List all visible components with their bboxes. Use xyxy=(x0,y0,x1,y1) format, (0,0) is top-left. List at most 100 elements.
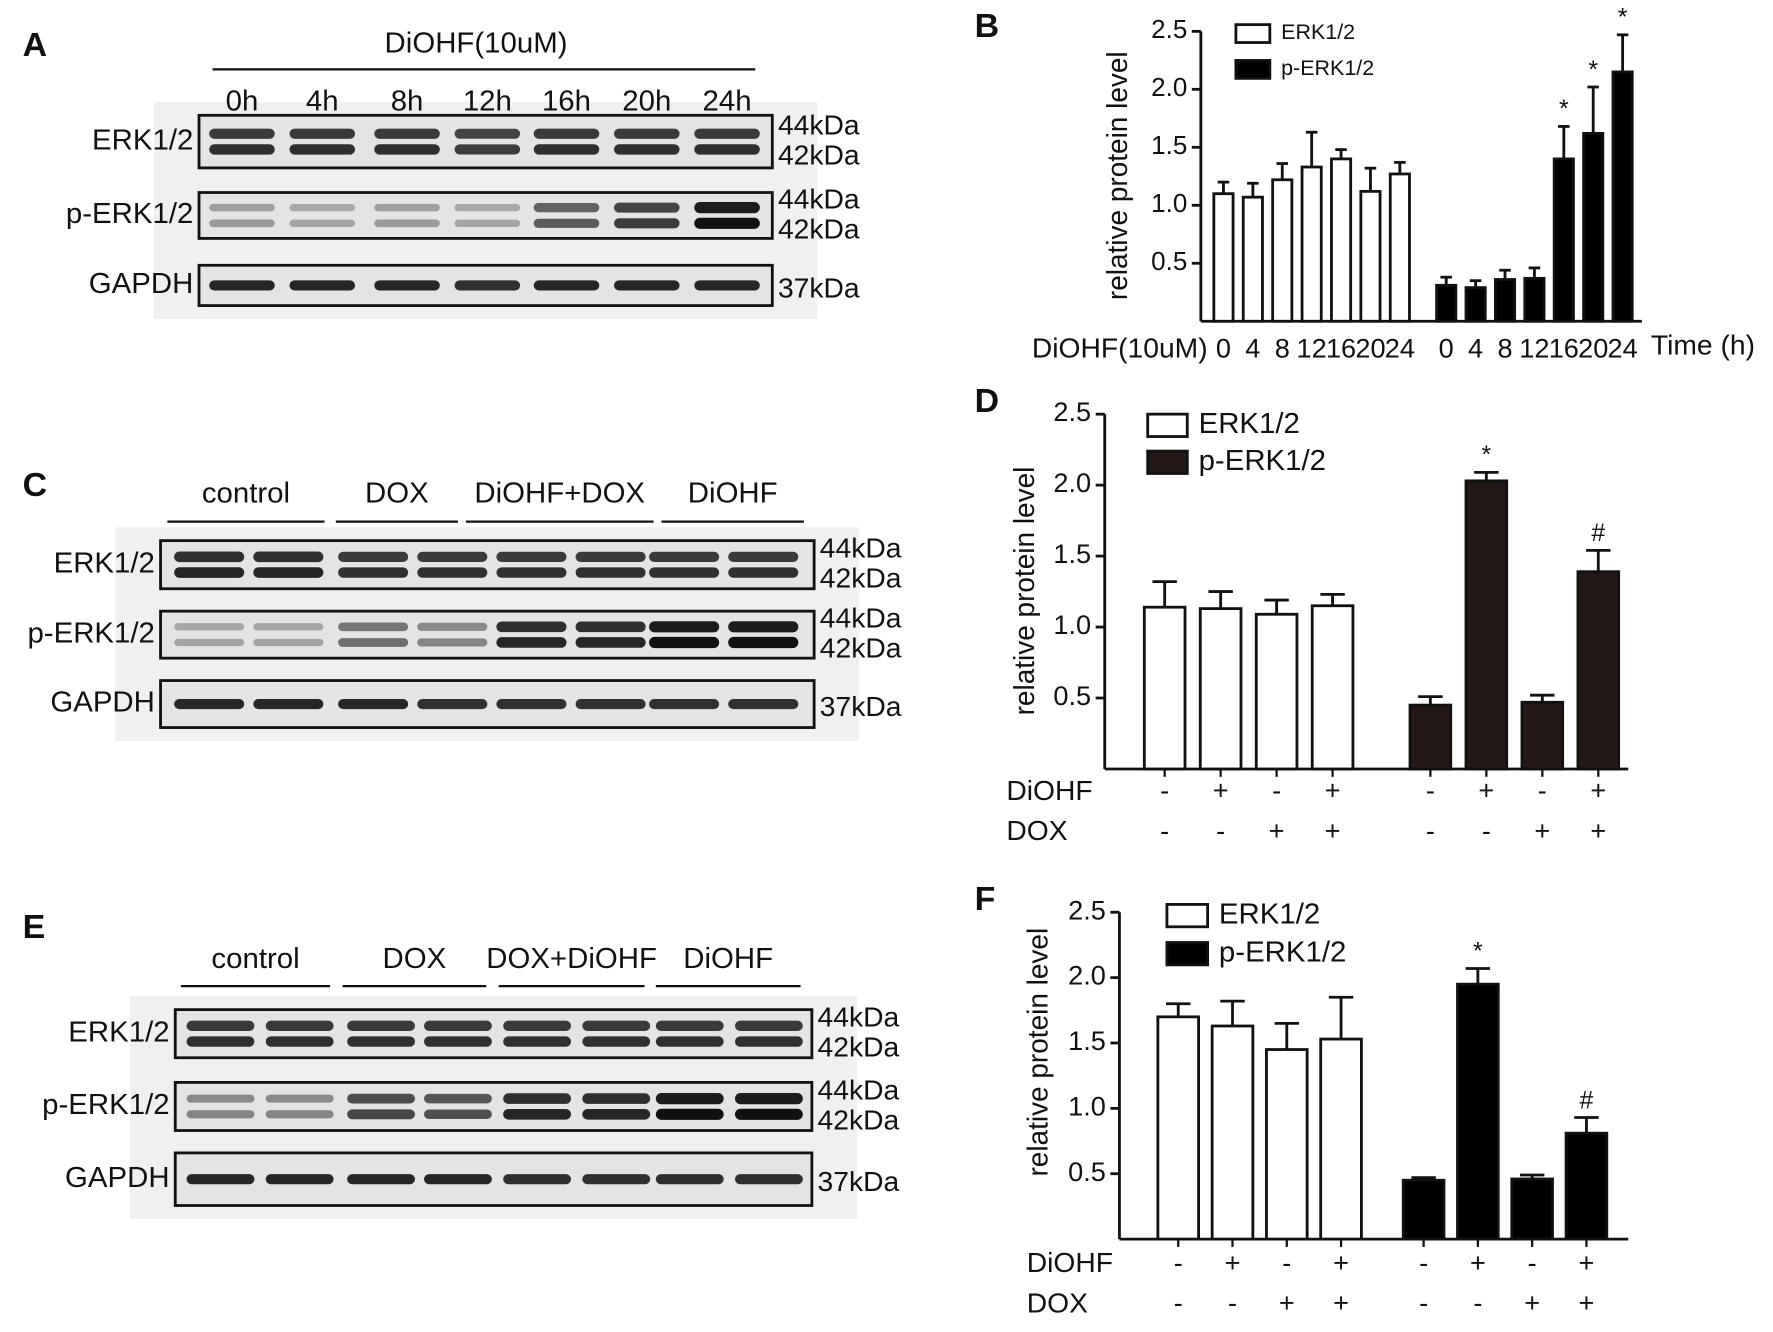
condition-value: - xyxy=(1482,816,1491,846)
kda-marker: 42kDa xyxy=(820,633,902,664)
bar xyxy=(1198,607,1243,771)
band xyxy=(582,1020,651,1032)
condition-value: + xyxy=(1225,1248,1241,1278)
band xyxy=(347,1109,415,1120)
y-tick-label: 1.5 xyxy=(1151,132,1187,160)
band xyxy=(174,623,245,631)
band xyxy=(496,621,567,633)
legend-label: p-ERK1/2 xyxy=(1199,445,1326,477)
kda-marker: 42kDa xyxy=(778,140,860,171)
blot-box xyxy=(159,609,816,660)
condition-value: - xyxy=(1216,816,1225,846)
y-tick-label: 2.5 xyxy=(1151,16,1187,44)
band xyxy=(374,219,440,228)
band xyxy=(533,218,600,228)
condition-value: 12 xyxy=(1297,334,1327,364)
y-tick-label: 1.0 xyxy=(1068,1092,1106,1122)
y-tick-label: 1.5 xyxy=(1068,1026,1106,1056)
band xyxy=(347,1036,415,1047)
bar xyxy=(1493,278,1517,323)
band xyxy=(694,128,760,139)
bar xyxy=(1520,700,1565,771)
band xyxy=(582,1108,651,1120)
band xyxy=(186,1036,255,1047)
y-tick-label: 0.5 xyxy=(1053,681,1091,711)
blot-box xyxy=(173,1008,814,1060)
band xyxy=(374,144,440,155)
x-axis-label: Time (h) xyxy=(1651,330,1755,361)
bar xyxy=(1401,1178,1446,1241)
bar xyxy=(1456,982,1500,1241)
blot-box xyxy=(159,539,816,591)
row-label: GAPDH xyxy=(65,1162,170,1194)
band xyxy=(374,203,440,212)
bar xyxy=(1319,1037,1363,1241)
condition-value: 16 xyxy=(1326,334,1356,364)
condition-value: 0 xyxy=(1439,334,1454,364)
band xyxy=(209,203,275,212)
kda-marker: 42kDa xyxy=(820,563,902,594)
kda-marker: 44kDa xyxy=(778,183,860,214)
lane-label: 0h xyxy=(226,86,259,118)
lane-label: 4h xyxy=(306,86,339,118)
legend-label: p-ERK1/2 xyxy=(1281,56,1374,80)
band xyxy=(265,1174,334,1185)
condition-value: 24 xyxy=(1608,334,1638,364)
band xyxy=(649,699,720,710)
band xyxy=(503,1020,572,1032)
bar xyxy=(1552,157,1575,323)
group-label: DOX xyxy=(383,943,447,975)
row-label: GAPDH xyxy=(50,687,155,719)
condition-label: DiOHF xyxy=(1027,1247,1113,1278)
bar xyxy=(1582,131,1605,323)
band xyxy=(533,144,600,155)
band xyxy=(209,280,275,291)
condition-value: - xyxy=(1419,1248,1428,1278)
y-axis-label: relative protein level xyxy=(1023,928,1054,1177)
bar xyxy=(1464,479,1509,771)
band xyxy=(186,1020,255,1032)
kda-marker: 42kDa xyxy=(778,214,860,245)
condition-value: + xyxy=(1578,1248,1594,1278)
y-axis-label: relative protein level xyxy=(1009,467,1040,716)
condition-value: 4 xyxy=(1245,334,1260,364)
group-label: DiOHF xyxy=(688,478,778,510)
band xyxy=(582,1093,651,1104)
band xyxy=(503,1036,572,1047)
condition-value: 24 xyxy=(1385,334,1415,364)
band xyxy=(424,1093,492,1104)
band xyxy=(575,567,646,578)
band xyxy=(424,1174,492,1185)
condition-value: 20 xyxy=(1355,334,1385,364)
annotation: # xyxy=(1580,1087,1594,1114)
legend-swatch xyxy=(1146,412,1189,438)
band xyxy=(496,567,567,578)
condition-value: - xyxy=(1528,1248,1537,1278)
band xyxy=(496,699,567,710)
band xyxy=(694,144,760,155)
condition-value: + xyxy=(1325,816,1341,846)
band xyxy=(174,699,245,710)
condition-value: - xyxy=(1174,1288,1183,1318)
band xyxy=(649,567,720,578)
y-tick-label: 0.5 xyxy=(1068,1157,1106,1187)
band xyxy=(289,219,356,227)
condition-value: + xyxy=(1470,1248,1486,1278)
band xyxy=(289,128,356,139)
condition-value: + xyxy=(1590,776,1606,806)
band xyxy=(454,280,521,291)
legend-label: ERK1/2 xyxy=(1199,408,1300,440)
band xyxy=(728,636,799,649)
band xyxy=(417,622,488,631)
kda-marker: 44kDa xyxy=(818,1002,900,1033)
y-tick-label: 1.5 xyxy=(1053,539,1091,569)
band xyxy=(186,1094,255,1103)
band xyxy=(734,1093,803,1105)
row-label: p-ERK1/2 xyxy=(27,617,154,649)
band xyxy=(533,128,600,139)
band xyxy=(728,699,799,710)
kda-marker: 44kDa xyxy=(820,603,902,634)
band xyxy=(209,219,275,228)
band xyxy=(209,128,275,139)
